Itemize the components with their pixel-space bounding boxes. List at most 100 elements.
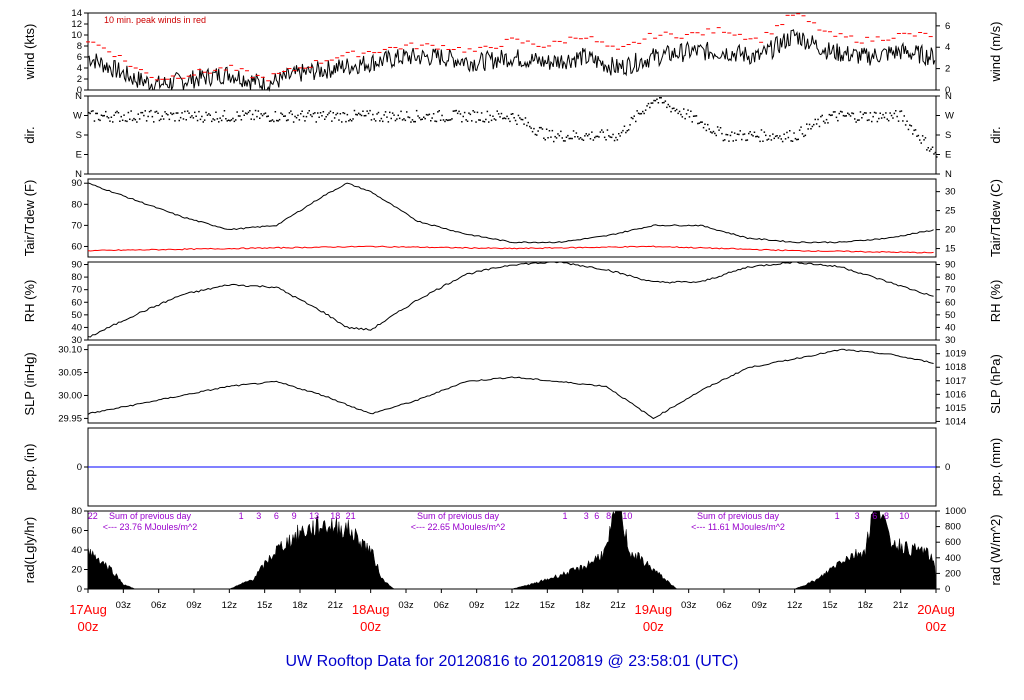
dir-point (879, 112, 881, 114)
dir-point (353, 109, 356, 112)
dir-point (612, 133, 614, 136)
rh-ytick-label-left: 30 (71, 335, 82, 346)
dir-point (697, 122, 699, 125)
dir-point (212, 118, 214, 120)
wind-ytick-label-left: 10 (71, 30, 82, 41)
dir-point (769, 135, 771, 137)
dir-point (561, 137, 563, 139)
rad-ytick-label-left: 20 (71, 565, 82, 576)
dir-point (715, 134, 717, 137)
dir-point (506, 115, 508, 118)
dir-point (403, 118, 405, 120)
dir-point (688, 116, 691, 118)
dir-point (229, 120, 231, 122)
rh-ytick-label-right: 30 (945, 335, 956, 346)
day-label-date: 17Aug (69, 602, 107, 617)
wind-ytick-label-right: 0 (945, 85, 950, 96)
dir-point (608, 135, 610, 137)
dir-point (571, 137, 573, 140)
slp-ytick-label-right: 1014 (945, 416, 966, 427)
dir-point (389, 111, 391, 114)
dir-point (651, 102, 654, 104)
dir-point (886, 118, 888, 120)
dir-point (584, 135, 586, 137)
dir-point (391, 112, 394, 114)
dir-point (807, 128, 809, 130)
dir-point (492, 115, 494, 117)
dir-point (729, 134, 732, 137)
dir-point (120, 115, 122, 118)
dir-point (495, 119, 497, 121)
wind-ytick-label-right: 6 (945, 21, 950, 32)
dir-point (277, 120, 279, 122)
slp-line (87, 348, 934, 420)
dir-point (486, 110, 489, 113)
dir-point (856, 119, 859, 121)
radiation-sum-value: <--- 11.61 MJoules/m^2 (691, 522, 785, 532)
dir-point (765, 134, 767, 137)
dir-point (362, 110, 364, 112)
dir-point (784, 138, 787, 140)
dir-point (333, 117, 336, 119)
dir-point (568, 137, 570, 140)
dir-point (315, 121, 317, 123)
dir-point (861, 117, 863, 119)
dir-point (195, 115, 197, 117)
dir-point (878, 117, 880, 120)
dir-point (763, 131, 766, 133)
dir-point (309, 114, 312, 116)
dir-point (657, 102, 660, 104)
day-label-hour: 00z (643, 619, 664, 634)
dir-point (885, 112, 887, 114)
dir-point (292, 121, 295, 123)
dir-point (179, 116, 182, 119)
day-label-hour: 00z (926, 619, 947, 634)
dir-point (595, 135, 597, 138)
rad-ytick-label-left: 40 (71, 545, 82, 556)
uv-label: 3 (256, 511, 261, 521)
rh-ytick-label-right: 80 (945, 272, 956, 283)
dir-point (862, 113, 864, 116)
dir-point (553, 140, 555, 143)
dir-point (620, 131, 623, 134)
dir-point (256, 115, 258, 118)
dir-ytick-label-left: W (73, 111, 82, 122)
dir-point (281, 113, 284, 116)
dir-point (284, 115, 286, 117)
dir-point (828, 113, 831, 116)
dir-point (529, 125, 531, 128)
wind-ytick-label-left: 4 (77, 63, 82, 74)
dir-point (852, 112, 855, 115)
dir-point (276, 119, 278, 122)
dir-ytick-label-left: S (76, 130, 82, 141)
dir-frame (87, 95, 937, 175)
dir-point (349, 118, 351, 121)
dir-point (92, 110, 94, 112)
dir-point (390, 117, 392, 120)
dir-point (605, 139, 607, 141)
uv-label: 6 (594, 511, 599, 521)
radiation-sum-title: Sum of previous day (109, 511, 192, 521)
dir-point (842, 114, 845, 117)
dir-point (236, 111, 238, 113)
wind-ytick-label-left: 14 (71, 8, 82, 19)
rh-ytick-label-left: 80 (71, 272, 82, 283)
dir-point (647, 102, 650, 105)
slp-frame (87, 344, 937, 424)
dir-point (437, 111, 439, 113)
dir-point (208, 113, 210, 115)
dir-point (936, 156, 938, 158)
dir-point (824, 122, 826, 124)
dir-point (372, 113, 374, 116)
dir-point (680, 113, 682, 116)
dir-point (650, 102, 652, 104)
dir-point (325, 116, 327, 118)
dir-point (263, 113, 265, 115)
rad-frame (87, 510, 937, 590)
uv-label: 8 (884, 511, 889, 521)
dir-point (463, 111, 466, 114)
dir-point (722, 139, 725, 142)
